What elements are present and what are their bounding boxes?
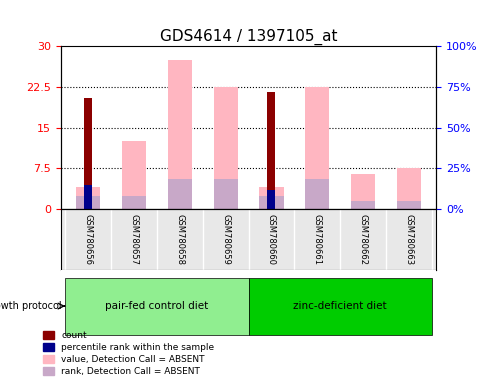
Bar: [76, 195, 100, 209]
Bar: [304, 179, 329, 209]
Bar: [267, 190, 275, 209]
Bar: [259, 187, 283, 209]
Text: GSM780657: GSM780657: [129, 214, 138, 265]
Bar: [167, 60, 192, 209]
Text: GSM780658: GSM780658: [175, 214, 184, 265]
Bar: [267, 92, 275, 209]
Text: GSM780661: GSM780661: [312, 214, 321, 265]
Title: GDS4614 / 1397105_at: GDS4614 / 1397105_at: [160, 28, 336, 45]
Bar: [121, 195, 146, 209]
Bar: [396, 169, 420, 209]
Bar: [213, 87, 237, 209]
Text: GSM780660: GSM780660: [266, 214, 275, 265]
Bar: [76, 187, 100, 209]
Text: growth protocol: growth protocol: [0, 301, 61, 311]
Text: GSM780663: GSM780663: [404, 214, 413, 265]
Bar: [84, 98, 92, 209]
Bar: [259, 195, 283, 209]
Text: zinc-deficient diet: zinc-deficient diet: [293, 301, 386, 311]
Bar: [84, 185, 92, 209]
Bar: [121, 141, 146, 209]
Text: GSM780662: GSM780662: [358, 214, 367, 265]
Bar: [396, 201, 420, 209]
FancyBboxPatch shape: [65, 278, 248, 334]
Bar: [213, 179, 237, 209]
Text: pair-fed control diet: pair-fed control diet: [105, 301, 208, 311]
Text: GSM780659: GSM780659: [221, 214, 230, 265]
Bar: [350, 174, 375, 209]
Bar: [167, 179, 192, 209]
Bar: [304, 87, 329, 209]
Text: GSM780656: GSM780656: [83, 214, 92, 265]
FancyBboxPatch shape: [248, 278, 431, 334]
Legend: count, percentile rank within the sample, value, Detection Call = ABSENT, rank, : count, percentile rank within the sample…: [43, 331, 214, 376]
Bar: [350, 201, 375, 209]
